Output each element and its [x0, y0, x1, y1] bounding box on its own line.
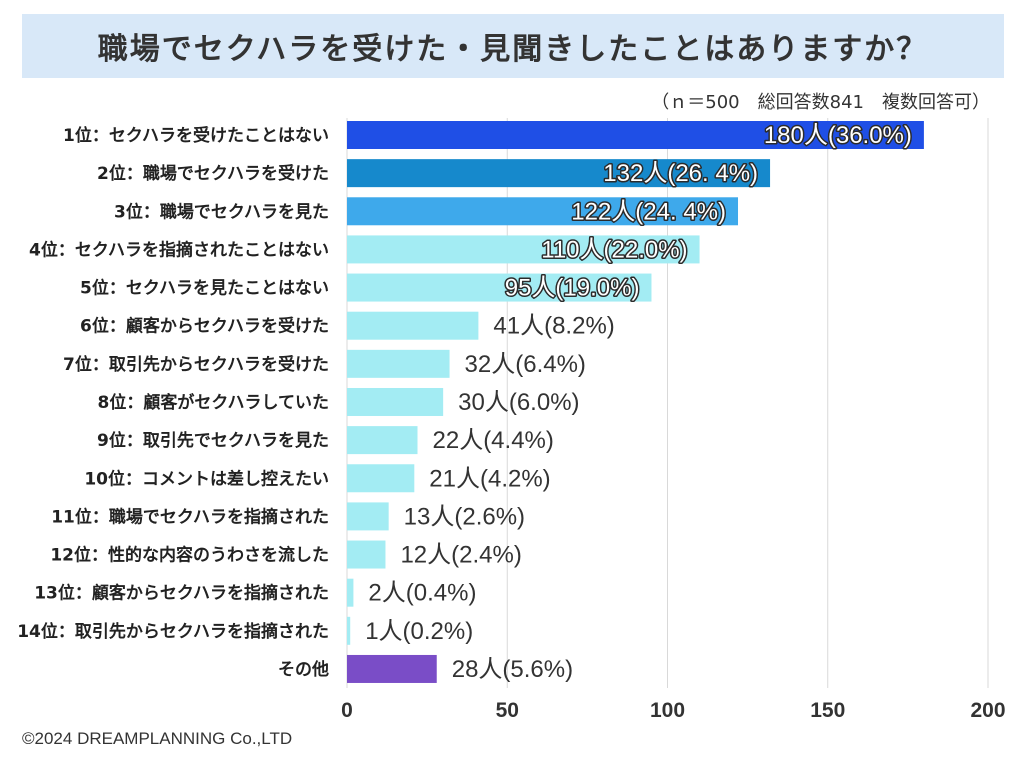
- bar: [347, 273, 652, 302]
- category-label: 4位：セクハラを指摘されたことはない: [29, 239, 329, 260]
- category-label: 14位：取引先からセクハラを指摘された: [17, 621, 329, 642]
- bar: [347, 464, 415, 493]
- data-label: 30人(6.0%): [458, 389, 579, 416]
- x-tick-label: 200: [970, 699, 1005, 722]
- data-label: 2人(0.4%): [368, 580, 476, 607]
- data-label: 180人(36.0%): [764, 122, 912, 149]
- data-label: 132人(26. 4%): [603, 160, 758, 187]
- category-label: 9位：取引先でセクハラを見た: [97, 430, 329, 451]
- data-label: 32人(6.4%): [465, 351, 586, 378]
- data-label: 22人(4.4%): [433, 427, 554, 454]
- category-label: 10位：コメントは差し控えたい: [84, 468, 329, 489]
- data-label: 21人(4.2%): [429, 465, 550, 492]
- category-label: 5位：セクハラを見たことはない: [80, 278, 329, 299]
- bar: [347, 654, 437, 683]
- bar: [347, 540, 386, 569]
- data-label: 1人(0.2%): [365, 618, 473, 645]
- x-tick-label: 50: [496, 699, 519, 722]
- category-label: 8位：顧客がセクハラしていた: [98, 392, 329, 413]
- bar: [347, 197, 739, 226]
- bar: [347, 616, 351, 645]
- category-label: その他: [278, 659, 329, 680]
- x-tick-label: 100: [650, 699, 685, 722]
- category-label: 13位：顧客からセクハラを指摘された: [34, 583, 329, 604]
- bar: [347, 426, 418, 455]
- category-label: 2位：職場でセクハラを受けた: [97, 163, 329, 184]
- bar: [347, 349, 450, 378]
- chart-subtitle: （ｎ＝500 総回答数841 複数回答可）: [651, 92, 990, 113]
- x-tick-label: 0: [341, 699, 353, 722]
- bar: [347, 502, 389, 531]
- category-label: 7位：取引先からセクハラを受けた: [63, 354, 329, 375]
- category-label: 12位：性的な内容のうわさを流した: [50, 545, 329, 566]
- data-label: 28人(5.6%): [452, 656, 573, 683]
- x-tick-label: 150: [810, 699, 845, 722]
- bar: [347, 387, 444, 416]
- bar: [347, 121, 924, 149]
- bar: [347, 235, 700, 264]
- data-label: 110人(22.0%): [541, 236, 687, 263]
- bar: [347, 578, 354, 607]
- title-banner: 職場でセクハラを受けた・見聞きしたことはありますか？: [22, 14, 1004, 78]
- bar: [347, 311, 479, 340]
- data-label: 122人(24. 4%): [571, 198, 726, 225]
- data-label: 41人(8.2%): [493, 313, 614, 340]
- bar: [347, 159, 771, 188]
- data-label: 13人(2.6%): [404, 503, 525, 530]
- category-label: 6位：顧客からセクハラを受けた: [80, 316, 329, 337]
- chart-title: 職場でセクハラを受けた・見聞きしたことはありますか？: [97, 32, 929, 67]
- category-label: 11位：職場でセクハラを指摘された: [51, 506, 329, 527]
- category-label: 3位：職場でセクハラを見た: [114, 201, 329, 222]
- category-label: 1位：セクハラを受けたことはない: [63, 125, 329, 146]
- copyright-text: ©2024 DREAMPLANNING Co.,LTD: [22, 729, 293, 748]
- data-label: 12人(2.4%): [400, 542, 521, 569]
- data-label: 95人(19.0%): [505, 275, 640, 302]
